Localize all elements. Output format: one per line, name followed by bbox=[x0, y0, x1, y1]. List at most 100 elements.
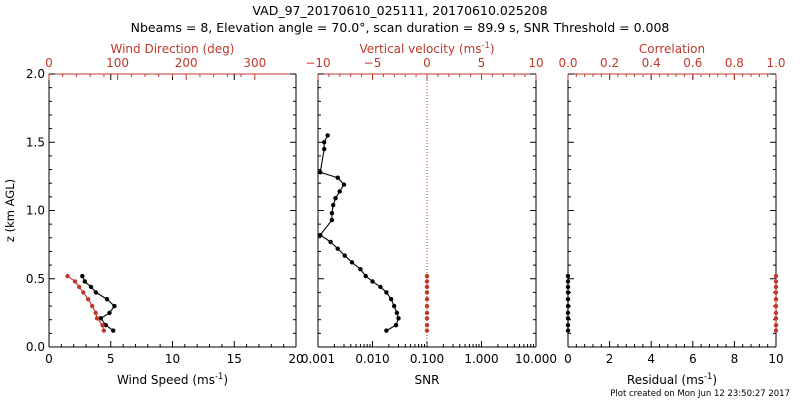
data-point bbox=[93, 290, 99, 295]
data-point bbox=[325, 133, 330, 138]
data-point bbox=[94, 316, 100, 321]
panel-vertical: 0.001 0.010 0.100 1.000 10.000 −10 −5 0 5 10 SNR Ve… bbox=[301, 40, 557, 387]
x-tick-label: 0.001 bbox=[301, 352, 335, 366]
data-point bbox=[396, 316, 401, 321]
x-tick-label: 20 bbox=[288, 352, 303, 366]
data-point bbox=[358, 266, 363, 272]
data-point bbox=[65, 273, 70, 279]
data-point bbox=[424, 273, 430, 279]
x-tick-label: 0.100 bbox=[410, 352, 444, 366]
data-point bbox=[773, 328, 779, 333]
data-point bbox=[104, 297, 110, 302]
data-point bbox=[388, 297, 394, 302]
top-tick-label: 300 bbox=[243, 56, 266, 70]
top-tick-label: 10 bbox=[528, 56, 543, 70]
top-tick-label: −10 bbox=[305, 56, 330, 70]
data-point bbox=[100, 322, 105, 328]
data-point bbox=[773, 290, 779, 295]
data-point bbox=[565, 316, 571, 321]
x-tick-label: 10 bbox=[165, 352, 180, 366]
top-tick-label: 0.2 bbox=[600, 56, 619, 70]
data-point bbox=[565, 322, 571, 328]
top-axis-label: Correlation bbox=[639, 42, 705, 56]
data-point bbox=[565, 310, 571, 316]
x-tick-label: 0.010 bbox=[355, 352, 389, 366]
data-point bbox=[393, 322, 399, 328]
y-tick-label: 2.0 bbox=[26, 67, 45, 81]
data-point bbox=[330, 202, 336, 208]
data-point bbox=[565, 290, 571, 295]
x-tick-label: 0 bbox=[45, 352, 53, 366]
x-tick-label: 8 bbox=[731, 352, 739, 366]
data-point bbox=[349, 260, 355, 265]
x-tick-label: 0 bbox=[564, 352, 572, 366]
data-point bbox=[101, 328, 107, 333]
data-point bbox=[90, 303, 95, 309]
data-point bbox=[85, 297, 91, 302]
data-point bbox=[341, 182, 347, 187]
top-tick-label: 100 bbox=[106, 56, 129, 70]
top-tick-label: 0.6 bbox=[683, 56, 702, 70]
data-point bbox=[329, 217, 335, 223]
data-point bbox=[82, 279, 88, 284]
x-tick-label: 10.000 bbox=[515, 352, 557, 366]
top-tick-label: 0 bbox=[45, 56, 53, 70]
data-point bbox=[773, 310, 779, 316]
data-point bbox=[80, 273, 85, 279]
x-tick-label: 1.000 bbox=[464, 352, 498, 366]
data-point bbox=[565, 297, 571, 302]
plot-created-note: Plot created on Mon Jun 12 23:50:27 2017 bbox=[610, 389, 790, 399]
data-point bbox=[98, 316, 104, 321]
data-point bbox=[424, 316, 430, 321]
data-point bbox=[773, 303, 779, 309]
data-point bbox=[424, 310, 430, 316]
data-point bbox=[103, 322, 109, 328]
data-point bbox=[363, 273, 368, 279]
data-point bbox=[335, 175, 340, 180]
data-point bbox=[112, 303, 117, 309]
y-tick-label: 1.5 bbox=[26, 135, 45, 149]
data-point bbox=[328, 239, 333, 245]
top-axis-label: Wind Direction (deg) bbox=[111, 42, 235, 56]
data-point bbox=[370, 279, 375, 284]
top-tick-label: 0.8 bbox=[725, 56, 744, 70]
top-tick-label: 200 bbox=[175, 56, 198, 70]
top-tick-label: 0.0 bbox=[558, 56, 577, 70]
x-tick-label: 15 bbox=[227, 352, 242, 366]
data-point bbox=[424, 303, 430, 309]
data-point bbox=[424, 322, 430, 328]
data-point bbox=[773, 279, 779, 284]
x-tick-label: 5 bbox=[107, 352, 115, 366]
y-axis-label: z (km AGL) bbox=[3, 179, 17, 242]
data-point bbox=[335, 246, 340, 251]
data-point bbox=[72, 279, 78, 284]
x-tick-label: 4 bbox=[647, 352, 655, 366]
data-point bbox=[93, 310, 98, 316]
figure-title: VAD_97_20170610_025111, 20170610.025208 bbox=[252, 3, 547, 18]
data-point bbox=[424, 297, 430, 302]
data-point bbox=[318, 170, 323, 175]
data-point bbox=[337, 189, 342, 194]
data-point bbox=[424, 284, 430, 290]
data-point bbox=[424, 328, 430, 333]
data-point bbox=[394, 310, 400, 316]
data-point bbox=[342, 253, 347, 258]
data-point bbox=[773, 316, 779, 321]
data-point bbox=[81, 290, 86, 295]
x-axis-label: Wind Speed (ms-1) bbox=[117, 371, 228, 387]
panel-residual: 0 2 4 6 8 10 0.0 0.2 0.4 0.6 0.8 1.0 Residual (ms-1)… bbox=[558, 42, 785, 387]
data-point bbox=[773, 322, 779, 328]
data-point bbox=[565, 303, 571, 309]
top-tick-label: 0.4 bbox=[642, 56, 661, 70]
y-tick-label: 0.5 bbox=[26, 272, 45, 286]
data-point bbox=[424, 279, 430, 284]
data-point bbox=[76, 284, 82, 290]
y-tick-label: 0.0 bbox=[26, 340, 45, 354]
top-tick-label: −5 bbox=[364, 56, 382, 70]
figure-subtitle: Nbeams = 8, Elevation angle = 70.0°, sca… bbox=[131, 20, 670, 35]
data-point bbox=[107, 310, 112, 316]
data-point bbox=[565, 328, 571, 333]
